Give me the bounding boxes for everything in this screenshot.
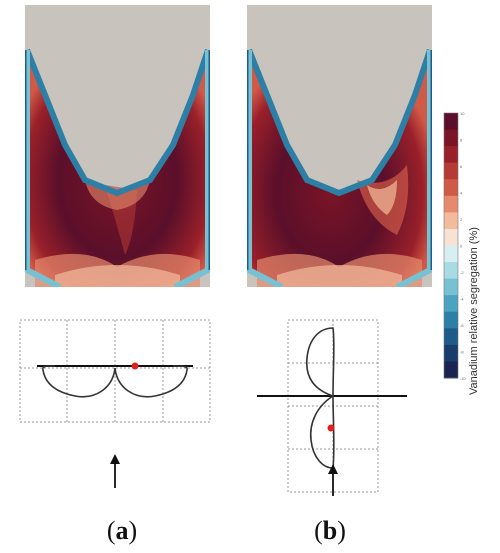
sublabel-b: (b) — [314, 516, 346, 545]
colorbar: 10 8 6 4 2 0 -2 -4 -6 -8 -10 — [443, 111, 467, 381]
colorbar-swatch — [444, 311, 458, 329]
red-marker — [131, 362, 139, 370]
flow-diagram-b — [257, 319, 407, 496]
segregation-field — [249, 50, 430, 287]
colorbar-swatch — [444, 328, 458, 346]
colorbar-swatch — [444, 262, 458, 280]
colorbar-tick-label: -2 — [460, 270, 464, 275]
colorbar-tick-label: -10 — [460, 376, 467, 381]
dashed-grid — [19, 319, 211, 423]
segregation-map-a — [25, 5, 210, 287]
colorbar-swatch — [444, 146, 458, 164]
colorbar-tick-label: 0 — [460, 244, 463, 249]
lobe-right — [114, 365, 188, 398]
colorbar-swatch — [444, 179, 458, 197]
lobe-upper — [306, 327, 335, 397]
lobe-left — [42, 365, 116, 398]
colorbar-tick-label: -4 — [460, 297, 464, 302]
colorbar-tick-label: -8 — [460, 350, 464, 355]
sublabel-a: (a) — [106, 516, 138, 545]
colorbar-swatch — [444, 113, 458, 131]
colorbar-swatch — [444, 228, 458, 246]
colorbar-swatch — [444, 212, 458, 230]
arrow-head-icon — [110, 454, 120, 464]
colorbar-tick-label: 2 — [460, 217, 463, 222]
colorbar-tick-label: 4 — [460, 191, 463, 196]
arrow-head-icon — [328, 464, 338, 474]
colorbar-tick-label: -6 — [460, 323, 464, 328]
lobe-lower — [309, 395, 335, 469]
segregation-map-b — [247, 5, 432, 287]
colorbar-tick-label: 6 — [460, 164, 463, 169]
colorbar-swatch — [444, 162, 458, 180]
colorbar-frame — [443, 112, 459, 379]
colorbar-tick-label: 10 — [460, 111, 465, 116]
segregation-field — [27, 50, 208, 287]
colorbar-swatch — [444, 129, 458, 147]
colorbar-swatch — [444, 344, 458, 362]
red-marker — [327, 424, 335, 432]
colorbar-swatch — [444, 195, 458, 213]
colorbar-tick-label: 8 — [460, 138, 463, 143]
colorbar-swatch — [444, 295, 458, 313]
colorbar-swatch — [444, 361, 458, 379]
colorbar-title: Vanadium relative segregation (%) — [468, 227, 480, 395]
colorbar-swatch — [444, 278, 458, 296]
flow-diagram-a — [19, 319, 211, 488]
colorbar-swatch — [444, 245, 458, 263]
